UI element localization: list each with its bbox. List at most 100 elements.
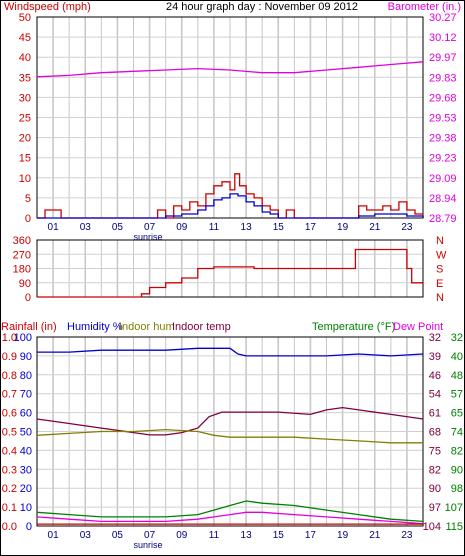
temperature-tick-label: 90	[451, 464, 463, 476]
indoor-temp-tick-label: 68	[429, 427, 441, 439]
x-tick-label: 11	[209, 530, 220, 541]
x-tick-label: 15	[273, 530, 285, 541]
windspeed-tick-label: 10	[19, 173, 31, 185]
indoor-temp-tick-label: 54	[429, 389, 441, 401]
rainfall-tick-label: 0.1	[2, 502, 17, 514]
x-tick-label: 07	[144, 222, 156, 233]
x-tick-label: 05	[112, 530, 124, 541]
temperature-tick-label: 98	[451, 483, 463, 495]
rainfall-tick-label: 1.0	[2, 332, 17, 344]
x-tick-label: 19	[337, 222, 349, 233]
indoor-temp-tick-label: 75	[429, 445, 441, 457]
windspeed-tick-label: 40	[19, 52, 31, 64]
temperature-tick-label: 115	[445, 521, 463, 533]
humidity-tick-label: 0	[26, 521, 32, 533]
temperature-tick-label: 107	[445, 502, 463, 514]
humidity-tick-label: 10	[20, 502, 32, 514]
rainfall-tick-label: 0.5	[2, 427, 17, 439]
barometer-tick-label: 30.12	[429, 32, 457, 44]
x-tick-label: 01	[48, 222, 60, 233]
direction-tick-label: 270	[13, 249, 31, 261]
dew-point-line	[36, 511, 424, 525]
compass-tick-label: S	[436, 264, 443, 276]
indoor-hum-line	[36, 428, 423, 444]
barometer-tick-label: 29.38	[429, 133, 457, 145]
windspeed-tick-label: 35	[19, 72, 31, 84]
rainfall-tick-label: 0.4	[2, 445, 17, 457]
barometer-line	[36, 61, 424, 78]
indoor-temp-tick-label: 39	[429, 351, 441, 363]
plot-border-1	[36, 16, 424, 219]
plot-border-3	[36, 336, 424, 527]
windspeed-tick-label: 25	[19, 113, 31, 125]
x-tick-label: 03	[80, 222, 92, 233]
indoor-temp-tick-label: 61	[429, 408, 441, 420]
wind-direction-line	[37, 248, 423, 298]
legend-indoor-temp: Indoor temp	[172, 321, 231, 333]
indoor-temp-tick-label: 90	[429, 483, 441, 495]
humidity-tick-label: 70	[20, 389, 32, 401]
x-tick-label: 19	[337, 530, 349, 541]
x-tick-label: 09	[176, 530, 188, 541]
compass-tick-label: N	[436, 292, 444, 304]
barometer-tick-label: 29.53	[429, 113, 457, 125]
legend-dew-point: Dew Point	[393, 321, 443, 333]
barometer-tick-label: 29.09	[429, 173, 457, 185]
x-tick-label: 23	[401, 222, 413, 233]
temperature-tick-label: 40	[451, 351, 463, 363]
windspeed-tick-label: 5	[25, 193, 31, 205]
windspeed-tick-label: 50	[19, 12, 31, 24]
barometer-axis-label: Barometer (in.)	[388, 1, 461, 13]
legend-humidity: Humidity %	[67, 321, 123, 333]
humidity-tick-label: 20	[20, 483, 32, 495]
x-tick-label: 17	[305, 222, 317, 233]
humidity-line	[37, 347, 424, 357]
temperature-tick-label: 65	[451, 408, 463, 420]
legend-temperature: Temperature (°F)	[312, 321, 395, 333]
barometer-tick-label: 29.68	[429, 92, 457, 104]
humidity-tick-label: 60	[20, 408, 32, 420]
x-tick-label: 17	[305, 530, 317, 541]
barometer-tick-label: 28.79	[429, 213, 457, 225]
x-tick-label: 13	[241, 530, 253, 541]
direction-tick-label: 180	[13, 264, 31, 276]
legend-indoor-hum: Indoor hum	[119, 321, 175, 333]
x-tick-label: 01	[48, 530, 60, 541]
windspeed-tick-label: 15	[19, 153, 31, 165]
temperature-tick-label: 57	[451, 389, 463, 401]
temperature-tick-label: 82	[451, 445, 463, 457]
x-tick-label: 05	[112, 222, 124, 233]
windspeed-tick-label: 20	[19, 133, 31, 145]
x-tick-label: 21	[369, 530, 381, 541]
direction-tick-label: 90	[19, 278, 31, 290]
windspeed-tick-label: 30	[19, 92, 31, 104]
x-tick-label: 15	[273, 222, 285, 233]
rainfall-tick-label: 0.0	[2, 521, 17, 533]
x-tick-label: 13	[241, 222, 253, 233]
temperature-tick-label: 48	[451, 370, 463, 382]
humidity-tick-label: 90	[20, 351, 32, 363]
compass-tick-label: W	[436, 249, 447, 261]
windspeed-line	[37, 193, 424, 219]
windspeed-tick-label: 0	[25, 213, 31, 225]
sunrise-marker-label: sunrise	[133, 540, 162, 550]
x-tick-label: 09	[176, 222, 188, 233]
windspeed-axis-label: Windspeed (mph)	[4, 1, 91, 13]
windspeed-tick-label: 45	[19, 32, 31, 44]
humidity-tick-label: 30	[20, 464, 32, 476]
indoor-temp-tick-label: 32	[429, 332, 441, 344]
compass-tick-label: E	[436, 278, 443, 290]
plot-border-2	[36, 239, 424, 298]
barometer-tick-label: 30.27	[429, 12, 457, 24]
rainfall-tick-label: 0.8	[2, 370, 17, 382]
direction-tick-label: 0	[25, 292, 31, 304]
barometer-tick-label: 29.23	[429, 153, 457, 165]
temperature-line	[36, 500, 424, 523]
compass-tick-label: N	[436, 235, 444, 247]
indoor-temp-tick-label: 97	[429, 502, 441, 514]
chart-title: 24 hour graph day : November 09 2012	[166, 1, 358, 13]
direction-tick-label: 360	[13, 235, 31, 247]
indoor-temp-tick-label: 104	[423, 521, 441, 533]
humidity-tick-label: 40	[20, 445, 32, 457]
